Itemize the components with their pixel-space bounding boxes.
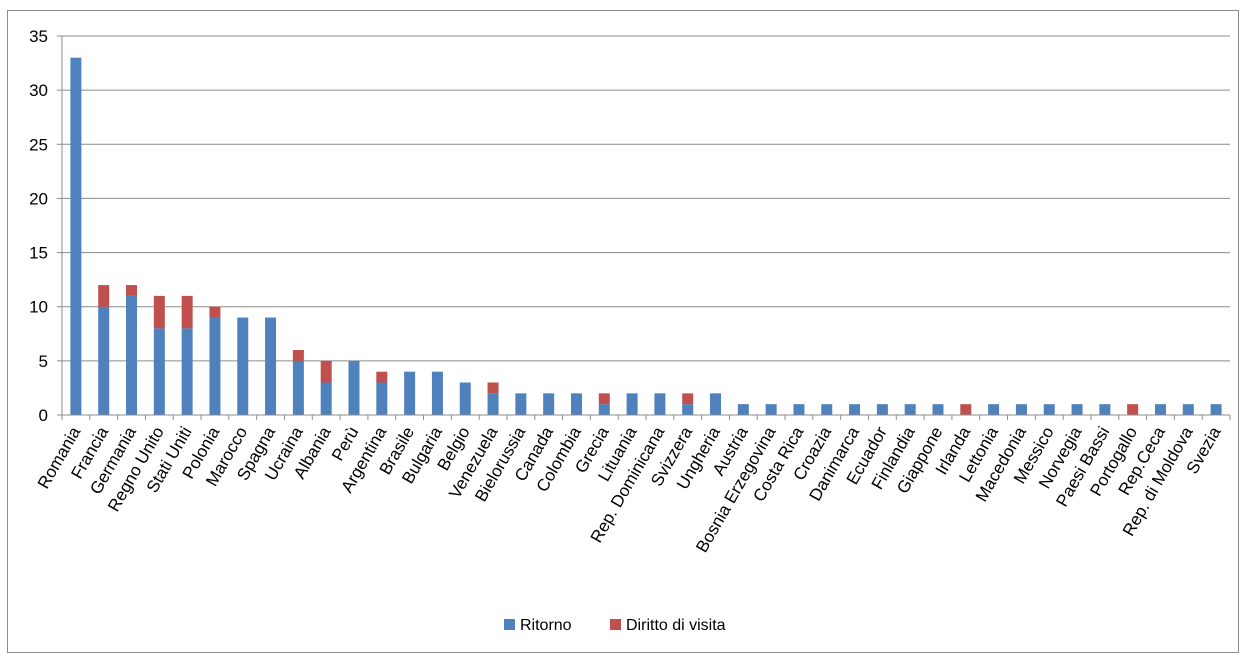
bar-ritorno bbox=[459, 382, 471, 415]
bar-ritorno bbox=[404, 371, 416, 415]
bars bbox=[70, 57, 1222, 416]
bar-ritorno bbox=[626, 393, 638, 415]
bar-diritto-di-visita bbox=[1127, 404, 1139, 415]
bar-diritto-di-visita bbox=[98, 285, 110, 307]
bar-ritorno bbox=[98, 306, 110, 415]
bar-ritorno bbox=[265, 317, 277, 415]
axes bbox=[57, 35, 1231, 420]
bar-ritorno bbox=[431, 371, 443, 415]
bar-diritto-di-visita bbox=[209, 306, 221, 318]
y-tick-label: 15 bbox=[29, 244, 48, 263]
bar-ritorno bbox=[598, 404, 610, 415]
chart-frame: 0 5 10 15 20 25 30 35 Romania Francia Germania Reg… bbox=[7, 10, 1239, 653]
legend-label: Ritorno bbox=[520, 617, 572, 634]
bar-ritorno bbox=[1182, 404, 1194, 415]
bar-ritorno bbox=[710, 393, 722, 415]
bar-ritorno bbox=[543, 393, 555, 415]
bar-ritorno bbox=[1099, 404, 1111, 415]
bar-ritorno bbox=[1043, 404, 1055, 415]
bar-ritorno bbox=[988, 404, 1000, 415]
bar-diritto-di-visita bbox=[598, 393, 610, 405]
bar-ritorno bbox=[765, 404, 777, 415]
bar-diritto-di-visita bbox=[181, 295, 193, 329]
bar-diritto-di-visita bbox=[682, 393, 694, 405]
y-tick-label: 20 bbox=[29, 189, 48, 208]
stacked-bar-chart: 0 5 10 15 20 25 30 35 RomaniaFranciaGermaniaReg… bbox=[29, 27, 1231, 634]
y-tick-label: 35 bbox=[29, 27, 48, 46]
bar-ritorno bbox=[1210, 404, 1222, 415]
bar-ritorno bbox=[292, 360, 304, 415]
bar-ritorno bbox=[876, 404, 888, 415]
bar-diritto-di-visita bbox=[320, 360, 332, 383]
bar-diritto-di-visita bbox=[487, 382, 499, 394]
bar-ritorno bbox=[682, 404, 694, 415]
bar-ritorno bbox=[126, 295, 138, 415]
bar-ritorno bbox=[1154, 404, 1166, 415]
bar-ritorno bbox=[487, 393, 499, 415]
bar-ritorno bbox=[821, 404, 833, 415]
bar-ritorno bbox=[237, 317, 249, 415]
bar-ritorno bbox=[181, 328, 193, 415]
bar-diritto-di-visita bbox=[292, 350, 304, 361]
bar-diritto-di-visita bbox=[960, 404, 972, 415]
bar-ritorno bbox=[209, 317, 221, 415]
bar-ritorno bbox=[348, 360, 360, 415]
y-axis-tick-labels: 0 5 10 15 20 25 30 35 bbox=[29, 27, 48, 425]
y-tick-label: 5 bbox=[39, 352, 48, 371]
bar-ritorno bbox=[1071, 404, 1083, 415]
bar-diritto-di-visita bbox=[126, 285, 138, 296]
bar-ritorno bbox=[320, 382, 332, 415]
bar-diritto-di-visita bbox=[376, 371, 388, 383]
bar-ritorno bbox=[153, 328, 165, 415]
bar-ritorno bbox=[849, 404, 861, 415]
legend-label: Diritto di visita bbox=[626, 617, 726, 634]
legend-swatch bbox=[504, 619, 515, 630]
gridlines bbox=[62, 35, 1230, 362]
y-tick-label: 0 bbox=[39, 406, 48, 425]
y-tick-label: 30 bbox=[29, 81, 48, 100]
y-tick-label: 10 bbox=[29, 298, 48, 317]
bar-ritorno bbox=[570, 393, 582, 415]
bar-ritorno bbox=[515, 393, 527, 415]
bar-ritorno bbox=[376, 382, 388, 415]
bar-ritorno bbox=[654, 393, 666, 415]
bar-ritorno bbox=[737, 404, 749, 415]
bar-ritorno bbox=[932, 404, 944, 415]
bar-ritorno bbox=[1015, 404, 1027, 415]
bar-ritorno bbox=[70, 57, 82, 416]
bar-ritorno bbox=[904, 404, 916, 415]
legend-swatch bbox=[610, 619, 621, 630]
bar-ritorno bbox=[793, 404, 805, 415]
bar-diritto-di-visita bbox=[153, 295, 165, 329]
legend: Ritorno Diritto di visita bbox=[504, 617, 726, 634]
y-tick-label: 25 bbox=[29, 135, 48, 154]
